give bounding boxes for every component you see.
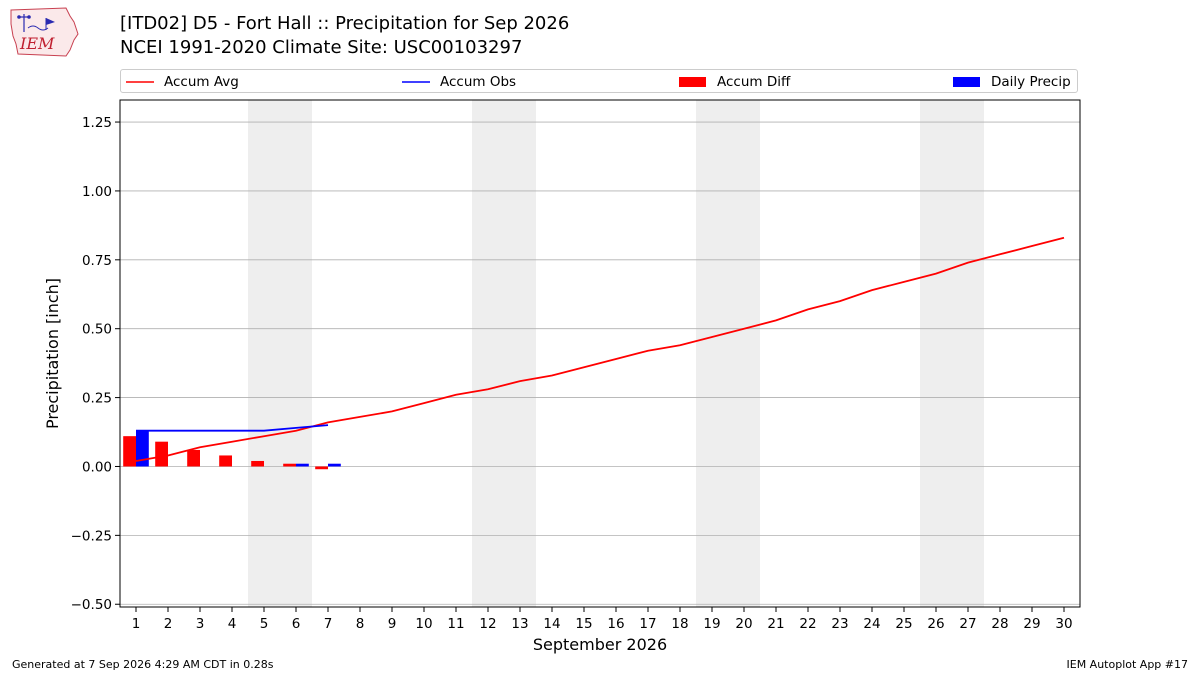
legend-item-accum-avg: Accum Avg: [125, 73, 245, 91]
weekend-band: [920, 100, 984, 607]
y-tick-label: 0.25: [82, 391, 112, 407]
chart-legend: Accum Avg Accum Obs Accum Diff Daily Pre…: [120, 69, 1078, 93]
x-tick-label: 23: [831, 616, 848, 632]
x-tick-label: 4: [228, 616, 237, 632]
line-series: [135, 236, 1065, 462]
x-tick-label: 18: [671, 616, 688, 632]
x-tick-label: 13: [511, 616, 528, 632]
weekend-band: [696, 100, 760, 607]
x-tick-label: 25: [895, 616, 912, 632]
legend-line-swatch-red: [126, 81, 154, 83]
footer-generated: Generated at 7 Sep 2026 4:29 AM CDT in 0…: [12, 658, 274, 671]
accum-diff-bar: [251, 460, 264, 467]
y-tick-label: 1.00: [82, 184, 112, 200]
legend-label: Accum Diff: [717, 74, 791, 90]
x-tick-label: 10: [415, 616, 432, 632]
daily-precip-bar: [296, 463, 309, 467]
x-tick-label: 15: [575, 616, 592, 632]
accum-diff-bar: [187, 449, 200, 467]
accum-diff-bar: [123, 436, 136, 467]
x-tick-label: 1: [132, 616, 141, 632]
x-tick-label: 12: [479, 616, 496, 632]
y-tick-label: 0.50: [82, 322, 112, 338]
accum-avg-line: [135, 236, 1065, 462]
accum-diff-bar: [283, 463, 296, 467]
legend-item-accum-diff: Accum Diff: [678, 73, 808, 91]
x-tick-label: 11: [447, 616, 464, 632]
x-tick-label: 14: [543, 616, 560, 632]
y-tick-label: 1.25: [82, 115, 112, 131]
x-tick-label: 5: [260, 616, 269, 632]
legend-item-accum-obs: Accum Obs: [401, 73, 531, 91]
legend-bar-swatch-blue: [953, 77, 980, 87]
x-tick-label: 21: [767, 616, 784, 632]
x-tick-label: 17: [639, 616, 656, 632]
x-axis-ticks: 1 2 3 4 5 6 7 8 9 10 11 12 13 14 15 16 17 18 19 20 21 22 23 24 2…: [132, 607, 1073, 632]
bar-series: [123, 430, 341, 470]
x-tick-label: 29: [1023, 616, 1040, 632]
legend-line-swatch-blue: [402, 81, 430, 83]
legend-label: Accum Obs: [440, 74, 517, 90]
x-tick-label: 16: [607, 616, 624, 632]
x-tick-label: 3: [196, 616, 205, 632]
footer-app-id: IEM Autoplot App #17: [1066, 658, 1189, 671]
y-tick-label: −0.50: [71, 597, 112, 613]
x-tick-label: 30: [1055, 616, 1072, 632]
x-tick-label: 24: [863, 616, 880, 632]
accum-diff-bar: [219, 455, 232, 467]
legend-bar-swatch-red: [679, 77, 706, 87]
x-tick-label: 7: [324, 616, 333, 632]
x-tick-label: 2: [164, 616, 173, 632]
weekend-band: [248, 100, 312, 607]
daily-precip-bar: [328, 463, 341, 467]
x-tick-label: 6: [292, 616, 301, 632]
weekend-band: [472, 100, 536, 607]
chart-subtitle: NCEI 1991-2020 Climate Site: USC00103297: [120, 37, 523, 58]
legend-label: Daily Precip: [991, 74, 1071, 90]
y-tick-label: −0.25: [71, 528, 112, 544]
x-tick-label: 8: [356, 616, 365, 632]
accum-obs-line: [136, 424, 329, 432]
plot-frame: [119, 99, 1081, 608]
x-tick-label: 20: [735, 616, 752, 632]
x-tick-label: 28: [991, 616, 1008, 632]
accum-diff-bar: [315, 466, 328, 470]
legend-label: Accum Avg: [164, 74, 239, 90]
y-axis-label: Precipitation [inch]: [43, 278, 62, 429]
x-tick-label: 22: [799, 616, 816, 632]
iem-logo: IEM: [8, 6, 80, 58]
logo-text: IEM: [19, 34, 55, 53]
y-gridlines: [120, 121, 1080, 605]
x-tick-label: 26: [927, 616, 944, 632]
weekend-shading: [248, 100, 984, 607]
accum-diff-bar: [155, 441, 168, 467]
x-tick-label: 9: [388, 616, 397, 632]
x-tick-label: 27: [959, 616, 976, 632]
x-tick-label: 19: [703, 616, 720, 632]
y-axis-ticks: −0.50 −0.25 0.00 0.25 0.50 0.75 1.00 1.25: [71, 115, 120, 613]
legend-item-daily-precip: Daily Precip: [952, 73, 1076, 91]
y-tick-label: 0.75: [82, 253, 112, 269]
y-tick-label: 0.00: [82, 459, 112, 475]
x-axis-label: September 2026: [533, 635, 667, 654]
daily-precip-bar: [136, 430, 149, 467]
chart-title: [ITD02] D5 - Fort Hall :: Precipitation …: [120, 13, 570, 34]
